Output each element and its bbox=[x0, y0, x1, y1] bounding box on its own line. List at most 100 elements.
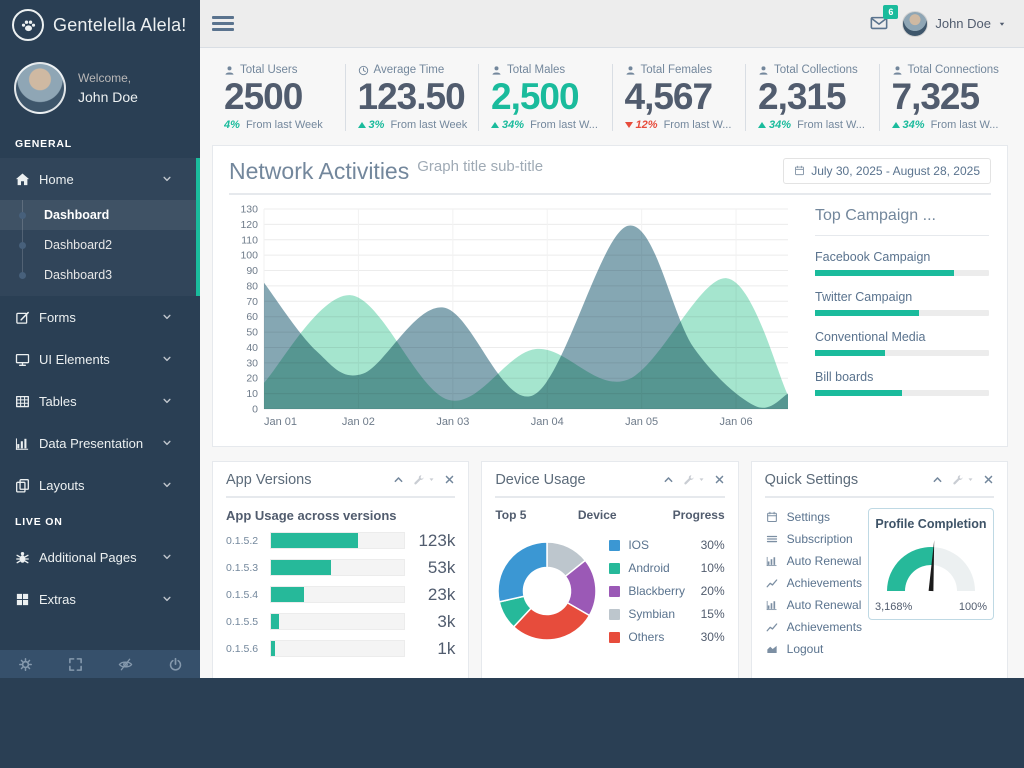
tile-total-users: Total Users 2500 4% From last Week bbox=[212, 64, 345, 131]
tile-label: Total Males bbox=[507, 64, 566, 76]
eye-slash-button[interactable] bbox=[100, 650, 150, 678]
sidebar-subitem-label: Dashboard bbox=[44, 208, 110, 222]
tile-total-connections: Total Connections 7,325 34% From last W... bbox=[878, 64, 1013, 131]
svg-text:130: 130 bbox=[240, 203, 258, 215]
svg-text:Jan 06: Jan 06 bbox=[720, 416, 753, 428]
quick-setting-logout[interactable]: Logout bbox=[765, 642, 868, 656]
sidebar-item-tables[interactable]: Tables bbox=[0, 380, 200, 422]
quick-setting-settings[interactable]: Settings bbox=[765, 510, 868, 524]
sidebar-item-extras[interactable]: Extras bbox=[0, 578, 200, 620]
sidebar-group-home: Home Dashboard Dashboard2 Dashboard3 bbox=[0, 158, 200, 296]
expand-button[interactable] bbox=[50, 650, 100, 678]
progress-bar bbox=[815, 309, 989, 316]
device-progress: 30% bbox=[700, 538, 725, 553]
chevron-down-icon bbox=[162, 480, 186, 490]
progress-bar bbox=[815, 349, 989, 356]
edit-icon bbox=[15, 310, 39, 325]
sidebar-item-home[interactable]: Home bbox=[0, 158, 200, 200]
legend-swatch-icon bbox=[609, 562, 621, 574]
sidebar-subitem-dashboard2[interactable]: Dashboard2 bbox=[0, 230, 200, 260]
svg-text:80: 80 bbox=[246, 280, 258, 292]
usage-bar bbox=[270, 613, 406, 631]
quick-setting-achievements[interactable]: Achievements bbox=[765, 576, 868, 590]
close-icon[interactable] bbox=[983, 474, 994, 485]
collapse-icon[interactable] bbox=[663, 474, 674, 485]
tile-value: 2,500 bbox=[491, 76, 580, 117]
tile-change: 3% From last Week bbox=[357, 119, 475, 131]
legend-swatch-icon bbox=[609, 631, 621, 643]
messages-button[interactable]: 6 bbox=[870, 5, 899, 37]
brand[interactable]: Gentelella Alela! bbox=[0, 0, 200, 50]
svg-text:40: 40 bbox=[246, 342, 258, 354]
trend-up-icon bbox=[891, 121, 900, 128]
sidebar-subitem-dashboard[interactable]: Dashboard bbox=[0, 200, 200, 230]
quick-setting-auto-renewal[interactable]: Auto Renewal bbox=[765, 598, 868, 612]
trend-up-icon bbox=[491, 121, 499, 128]
sidebar-item-ui-elements[interactable]: UI Elements bbox=[0, 338, 200, 380]
device-progress: 15% bbox=[700, 607, 725, 622]
date-range-button[interactable]: July 30, 2025 - August 28, 2025 bbox=[783, 157, 991, 184]
sidebar-group-additional-pages: Additional Pages bbox=[0, 536, 200, 578]
bullet-dot-icon bbox=[19, 241, 26, 249]
usage-value: 23k bbox=[427, 584, 456, 604]
bar-chart-icon bbox=[765, 555, 779, 567]
area-chart-icon bbox=[765, 643, 779, 655]
version-label: 0.1.5.6 bbox=[226, 642, 259, 655]
collapse-icon[interactable] bbox=[932, 474, 943, 485]
sidebar-item-additional-pages[interactable]: Additional Pages bbox=[0, 536, 200, 578]
svg-text:90: 90 bbox=[246, 265, 258, 277]
svg-text:Jan 02: Jan 02 bbox=[342, 416, 375, 428]
tile-average-time: Average Time 123.50 3% From last Week bbox=[344, 64, 479, 131]
sidebar-item-forms[interactable]: Forms bbox=[0, 296, 200, 338]
version-label: 0.1.5.5 bbox=[226, 615, 259, 628]
user-menu[interactable]: John Doe bbox=[902, 10, 1006, 37]
tile-value: 4,567 bbox=[624, 76, 714, 117]
expand-icon bbox=[68, 657, 83, 672]
caret-down-icon bbox=[698, 476, 705, 483]
campaign-label: Twitter Campaign bbox=[815, 289, 913, 304]
sidebar-item-label: Extras bbox=[39, 591, 76, 607]
sidebar-section-label: LIVE ON bbox=[15, 516, 63, 528]
settings-wrench-icon[interactable] bbox=[952, 474, 963, 485]
settings-wrench-icon[interactable] bbox=[413, 474, 424, 485]
sidebar-group-forms: Forms bbox=[0, 296, 200, 338]
tile-label: Average Time bbox=[373, 64, 445, 76]
menu-toggle-icon[interactable] bbox=[212, 13, 234, 34]
app-root: Gentelella Alela! Welcome, John Doe GENE… bbox=[0, 0, 1024, 678]
quick-setting-subscription[interactable]: Subscription bbox=[765, 532, 868, 546]
svg-text:Jan 01: Jan 01 bbox=[264, 416, 297, 428]
sidebar-subitem-label: Dashboard2 bbox=[44, 238, 113, 252]
trend-down-icon bbox=[624, 121, 633, 128]
profile-username: John Doe bbox=[78, 89, 138, 105]
bullet-dot-icon bbox=[19, 211, 26, 219]
quick-setting-achievements[interactable]: Achievements bbox=[765, 620, 868, 634]
device-name: IOS bbox=[628, 538, 649, 553]
close-icon[interactable] bbox=[714, 474, 725, 485]
quick-setting-auto-renewal[interactable]: Auto Renewal bbox=[765, 554, 868, 568]
tile-label: Total Collections bbox=[774, 64, 858, 76]
tile-value: 2,315 bbox=[758, 76, 847, 117]
sidebar-item-layouts[interactable]: Layouts bbox=[0, 464, 200, 506]
close-icon[interactable] bbox=[444, 474, 455, 485]
tile-change: 34% From last W... bbox=[491, 119, 608, 131]
sidebar-subitem-dashboard3[interactable]: Dashboard3 bbox=[0, 260, 200, 290]
sidebar-item-label: Forms bbox=[39, 309, 76, 325]
quick-setting-label: Achievements bbox=[786, 619, 863, 634]
usage-value: 1k bbox=[437, 638, 456, 658]
sidebar-item-label: Data Presentation bbox=[39, 435, 144, 451]
date-range-label: July 30, 2025 - August 28, 2025 bbox=[811, 163, 980, 178]
bullet-dot-icon bbox=[19, 271, 26, 279]
gear-button[interactable] bbox=[0, 650, 50, 678]
sidebar-item-label: Layouts bbox=[39, 477, 85, 493]
settings-wrench-icon[interactable] bbox=[683, 474, 694, 485]
chevron-down-icon bbox=[162, 594, 186, 604]
sidebar-item-data-presentation[interactable]: Data Presentation bbox=[0, 422, 200, 464]
campaign-twitter-campaign: Twitter Campaign bbox=[815, 290, 989, 316]
quick-setting-label: Auto Renewal bbox=[786, 597, 862, 612]
device-progress: 10% bbox=[700, 561, 725, 576]
sidebar-item-label: UI Elements bbox=[39, 351, 110, 367]
campaign-facebook-campaign: Facebook Campaign bbox=[815, 250, 989, 276]
collapse-icon[interactable] bbox=[393, 474, 404, 485]
power-button[interactable] bbox=[150, 650, 200, 678]
progress-bar bbox=[815, 389, 989, 396]
